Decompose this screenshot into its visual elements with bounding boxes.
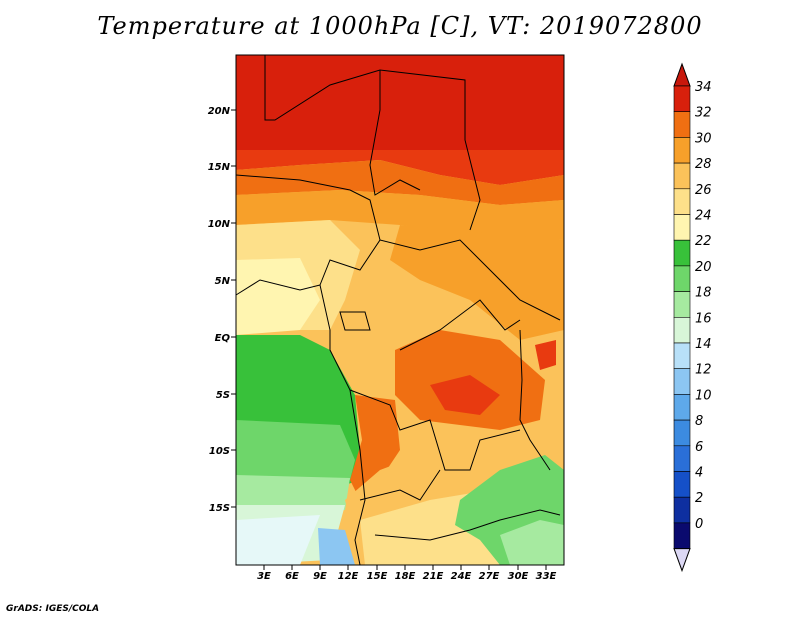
colorbar-swatch: [673, 85, 691, 113]
lat-label: 5S: [216, 390, 230, 401]
colorbar-label: 16: [695, 311, 712, 326]
lon-label: 9E: [313, 571, 327, 582]
lon-label: 6E: [285, 571, 299, 582]
colorbar-swatch: [673, 522, 691, 549]
colorbar-swatch: [673, 214, 691, 241]
lon-label: 3E: [257, 571, 271, 582]
colorbar-swatch: [673, 291, 691, 318]
colorbar-swatch: [673, 419, 691, 447]
colorbar-under-arrow: [673, 548, 691, 573]
colorbar-label: 18: [695, 286, 712, 301]
colorbar-swatch: [673, 496, 691, 524]
colorbar-swatch: [673, 368, 691, 395]
lon-label: 21E: [423, 571, 444, 582]
footer-credit: GrADS: IGES/COLA: [6, 604, 100, 614]
colorbar-swatch: [673, 394, 691, 421]
country-borders: [235, 55, 561, 566]
lat-label: 10S: [209, 446, 230, 457]
lat-label: EQ: [215, 333, 231, 344]
colorbar-swatch: [673, 162, 691, 190]
colorbar-swatch: [673, 111, 691, 138]
colorbar-label: 30: [695, 131, 712, 146]
colorbar-swatch: [673, 188, 691, 215]
lon-label: 18E: [395, 571, 416, 582]
lat-label: 10N: [208, 219, 231, 230]
colorbar-label: 0: [695, 517, 703, 532]
colorbar-label: 12: [695, 363, 712, 378]
colorbar-label: 34: [695, 80, 712, 95]
colorbar-swatch: [673, 342, 691, 370]
colorbar-swatch: [673, 137, 691, 164]
colorbar-swatch: [673, 445, 691, 472]
lat-label: 20N: [208, 106, 231, 117]
longitude-axis: 3E 6E 9E 12E 15E 18E 21E 24E 27E 30E 33E: [257, 565, 557, 582]
colorbar-swatch: [673, 471, 691, 498]
colorbar-label: 6: [695, 440, 703, 455]
colorbar-label: 20: [695, 260, 712, 275]
colorbar-label: 24: [695, 209, 712, 224]
lon-label: 27E: [479, 571, 500, 582]
colorbar-over-arrow: [673, 62, 691, 87]
temperature-field: [236, 55, 564, 565]
colorbar-swatch: [673, 265, 691, 292]
lon-label: 12E: [338, 571, 359, 582]
lon-label: 15E: [367, 571, 388, 582]
colorbar-label: 14: [695, 337, 712, 352]
map-title: Temperature at 1000hPa [C], VT: 20190728…: [97, 12, 703, 40]
colorbar-label: 4: [695, 466, 703, 481]
lat-label: 5N: [215, 276, 231, 287]
colorbar-label: 10: [695, 388, 712, 403]
colorbar-label: 8: [695, 414, 703, 429]
lon-label: 30E: [508, 571, 529, 582]
lat-label: 15N: [208, 162, 231, 173]
lat-label: 15S: [209, 503, 230, 514]
colorbar-label: 28: [695, 157, 712, 172]
colorbar-label: 2: [695, 491, 703, 506]
lon-label: 24E: [451, 571, 472, 582]
colorbar-swatch: [673, 239, 691, 267]
map-frame: [235, 54, 565, 566]
colorbar-label: 26: [695, 183, 712, 198]
colorbar-swatch: [673, 316, 691, 344]
colorbar-label: 22: [695, 234, 712, 249]
lon-label: 33E: [536, 571, 557, 582]
colorbar-label: 32: [695, 106, 712, 121]
latitude-axis: 20N 15N 10N 5N EQ 5S 10S 15S: [208, 106, 236, 514]
